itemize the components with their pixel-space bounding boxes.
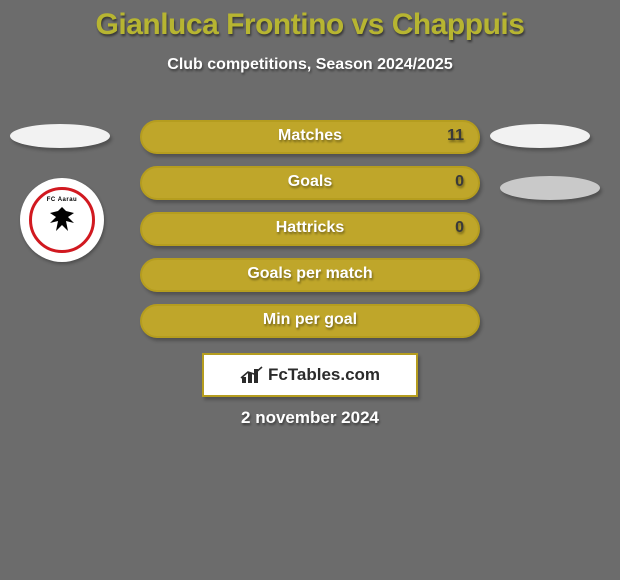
eagle-icon [44, 203, 80, 239]
stat-label: Goals per match [142, 265, 478, 283]
stat-row: Goals per match [140, 258, 480, 292]
stat-label: Hattricks [142, 219, 478, 237]
stat-value-right: 0 [455, 173, 464, 191]
club-badge-ring: FC Aarau [29, 187, 95, 253]
stat-value-right: 11 [447, 127, 464, 145]
stat-row: Min per goal [140, 304, 480, 338]
fctables-logo-box: FcTables.com [202, 353, 418, 397]
player-left-ellipse [10, 124, 110, 148]
stat-row: Hattricks0 [140, 212, 480, 246]
stat-label: Matches [142, 127, 478, 145]
stat-label: Min per goal [142, 311, 478, 329]
logo-text: FcTables.com [268, 365, 380, 385]
stat-row: Goals0 [140, 166, 480, 200]
stat-value-right: 0 [455, 219, 464, 237]
stat-row: Matches11 [140, 120, 480, 154]
bar-chart-icon [240, 365, 264, 385]
player-right-ellipse-2 [500, 176, 600, 200]
player-right-ellipse-1 [490, 124, 590, 148]
stat-label: Goals [142, 173, 478, 191]
date-line: 2 november 2024 [0, 408, 620, 428]
page-title: Gianluca Frontino vs Chappuis [0, 0, 620, 42]
stats-rows: Matches11Goals0Hattricks0Goals per match… [140, 120, 480, 350]
club-badge-left: FC Aarau [20, 178, 104, 262]
comparison-infographic: Gianluca Frontino vs Chappuis Club compe… [0, 0, 620, 580]
subtitle: Club competitions, Season 2024/2025 [0, 56, 620, 74]
